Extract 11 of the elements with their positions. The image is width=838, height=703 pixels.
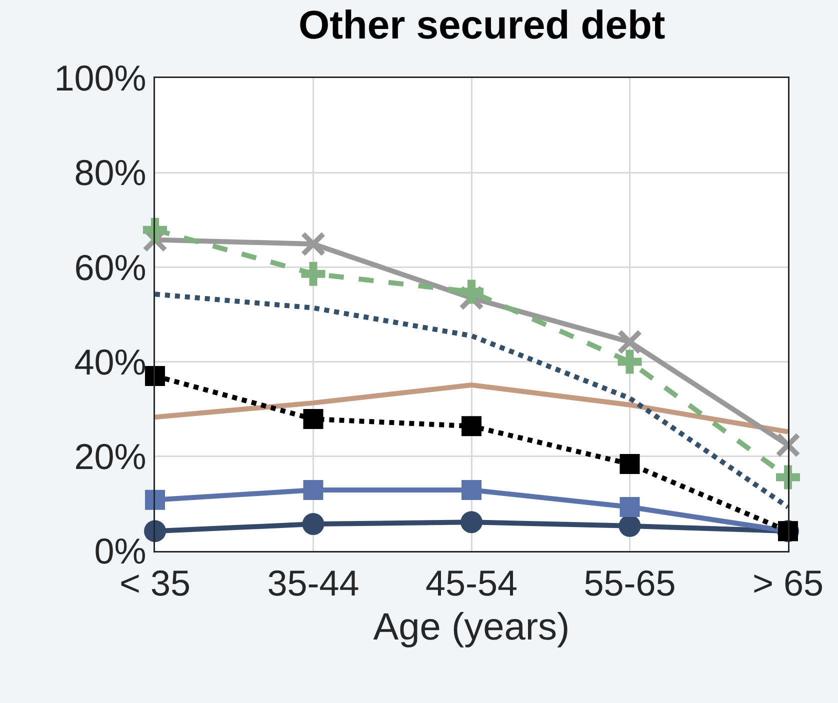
y-tick-label: 20% bbox=[74, 436, 146, 477]
x-tick-label: 35-44 bbox=[267, 562, 360, 604]
x-tick-label: 45-54 bbox=[425, 562, 518, 604]
x-tick-label: 55-65 bbox=[584, 562, 676, 604]
y-tick-label: 100% bbox=[54, 58, 146, 99]
x-axis-title: Age (years) bbox=[373, 606, 570, 649]
y-tick-label: 80% bbox=[74, 152, 146, 194]
x-tick-label: > 65 bbox=[752, 562, 824, 604]
y-tick-label: 40% bbox=[74, 341, 146, 382]
y-tick-label: 60% bbox=[74, 246, 146, 288]
chart-title: Other secured debt bbox=[298, 4, 666, 48]
